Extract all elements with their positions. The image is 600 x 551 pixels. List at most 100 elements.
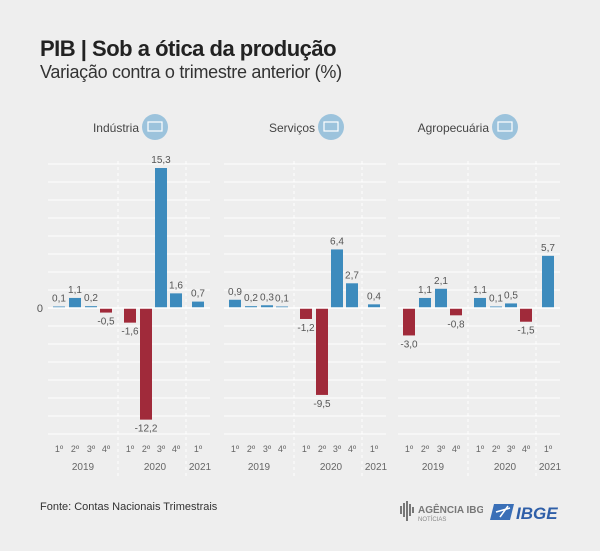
quarter-label: 2º bbox=[71, 444, 80, 454]
quarter-label: 2º bbox=[492, 444, 501, 454]
panel-indústria: Indústria0,11º1,12º0,23º-0,54º-1,61º-12,… bbox=[37, 114, 212, 478]
quarter-label: 4º bbox=[348, 444, 357, 454]
bar bbox=[346, 283, 358, 308]
data-label: 0,2 bbox=[84, 293, 98, 304]
year-label: 2021 bbox=[365, 462, 388, 473]
quarter-label: 1º bbox=[55, 444, 64, 454]
quarter-label: 4º bbox=[522, 444, 531, 454]
data-label: 0,9 bbox=[228, 287, 242, 298]
data-label: -1,5 bbox=[517, 326, 535, 337]
panel-agropecuária: Agropecuária -3,0 1º 1,1 2º 2,1 3º -0,8 4º 1,1 1º 0… bbox=[398, 114, 562, 478]
data-label: 0,3 bbox=[260, 292, 274, 303]
bar bbox=[368, 304, 380, 308]
year-label: 2020 bbox=[494, 462, 517, 473]
bar bbox=[542, 255, 554, 308]
bar bbox=[192, 301, 204, 308]
bar bbox=[435, 288, 447, 308]
svg-text:IBGE: IBGE bbox=[516, 504, 558, 523]
bar bbox=[419, 297, 431, 308]
data-label: 0,7 bbox=[191, 289, 205, 300]
quarter-label: 2º bbox=[247, 444, 256, 454]
ibge-logo: IBGE bbox=[490, 504, 558, 523]
panel-serviços: Serviços 0,9 1º 0,2 2º 0,3 3º 0,1 4º -1,2 1º -9,5 2º… bbox=[224, 114, 388, 478]
data-label: -12,2 bbox=[135, 424, 158, 435]
year-label: 2020 bbox=[320, 462, 343, 473]
data-label: 0,1 bbox=[52, 294, 66, 305]
data-label: -9,5 bbox=[313, 399, 331, 410]
data-label: -1,2 bbox=[297, 323, 315, 334]
person-icon-glyph bbox=[323, 121, 339, 132]
quarter-label: 3º bbox=[87, 444, 96, 454]
bar bbox=[316, 308, 328, 395]
quarter-label: 3º bbox=[437, 444, 446, 454]
bar bbox=[403, 308, 415, 336]
quarter-label: 4º bbox=[172, 444, 181, 454]
panel-title: Agropecuária bbox=[418, 121, 490, 135]
quarter-label: 2º bbox=[421, 444, 430, 454]
bar bbox=[245, 306, 257, 308]
bar bbox=[170, 293, 182, 308]
year-label: 2019 bbox=[248, 462, 271, 473]
data-label: 0,2 bbox=[244, 293, 258, 304]
svg-text:AGÊNCIA IBGE: AGÊNCIA IBGE bbox=[418, 503, 483, 516]
bar bbox=[124, 308, 136, 323]
quarter-label: 3º bbox=[507, 444, 516, 454]
y-tick-label: 0 bbox=[37, 303, 43, 315]
quarter-label: 4º bbox=[278, 444, 287, 454]
quarter-label: 4º bbox=[452, 444, 461, 454]
person-icon bbox=[318, 114, 344, 140]
quarter-label: 2º bbox=[142, 444, 151, 454]
year-label: 2021 bbox=[189, 462, 212, 473]
quarter-label: 3º bbox=[157, 444, 166, 454]
data-label: -0,8 bbox=[447, 319, 465, 330]
quarter-label: 1º bbox=[302, 444, 311, 454]
plant-icon-glyph bbox=[497, 121, 513, 132]
bar bbox=[140, 308, 152, 420]
year-label: 2019 bbox=[72, 462, 95, 473]
bar bbox=[520, 308, 532, 322]
bar bbox=[85, 306, 97, 308]
data-label: 15,3 bbox=[151, 155, 171, 166]
quarter-label: 1º bbox=[231, 444, 240, 454]
data-label: 1,1 bbox=[473, 285, 487, 296]
plant-icon bbox=[492, 114, 518, 140]
svg-text:NOTÍCIAS: NOTÍCIAS bbox=[418, 516, 446, 523]
quarter-label: 3º bbox=[263, 444, 272, 454]
data-label: 0,5 bbox=[504, 290, 518, 301]
data-label: 2,7 bbox=[345, 270, 359, 281]
quarter-label: 3º bbox=[333, 444, 342, 454]
source-note: Fonte: Contas Nacionais Trimestrais bbox=[40, 501, 218, 513]
quarter-label: 4º bbox=[102, 444, 111, 454]
data-label: 1,6 bbox=[169, 280, 183, 291]
data-label: -1,6 bbox=[121, 327, 139, 338]
bar bbox=[229, 299, 241, 308]
data-label: -3,0 bbox=[400, 339, 418, 350]
panel-title: Indústria bbox=[93, 121, 139, 135]
data-label: 1,1 bbox=[418, 285, 432, 296]
quarter-label: 2º bbox=[318, 444, 327, 454]
agencia-ibge-logo: AGÊNCIA IBGE NOTÍCIAS bbox=[400, 501, 483, 523]
quarter-label: 1º bbox=[194, 444, 203, 454]
bar bbox=[261, 305, 273, 308]
quarter-label: 1º bbox=[126, 444, 135, 454]
bar bbox=[155, 168, 167, 308]
bar bbox=[69, 297, 81, 308]
year-label: 2020 bbox=[144, 462, 167, 473]
quarter-label: 1º bbox=[544, 444, 553, 454]
data-label: 6,4 bbox=[330, 236, 344, 247]
chart-title: PIB | Sob a ótica da produção bbox=[40, 36, 337, 61]
year-label: 2019 bbox=[422, 462, 445, 473]
bar bbox=[474, 297, 486, 308]
quarter-label: 1º bbox=[405, 444, 414, 454]
data-label: 0,1 bbox=[275, 294, 289, 305]
bar bbox=[100, 308, 112, 313]
factory-icon bbox=[142, 114, 168, 140]
bar bbox=[300, 308, 312, 319]
data-label: -0,5 bbox=[97, 317, 115, 328]
data-label: 0,1 bbox=[489, 294, 503, 305]
quarter-label: 1º bbox=[476, 444, 485, 454]
chart-subtitle: Variação contra o trimestre anterior (%) bbox=[40, 62, 342, 82]
quarter-label: 1º bbox=[370, 444, 379, 454]
